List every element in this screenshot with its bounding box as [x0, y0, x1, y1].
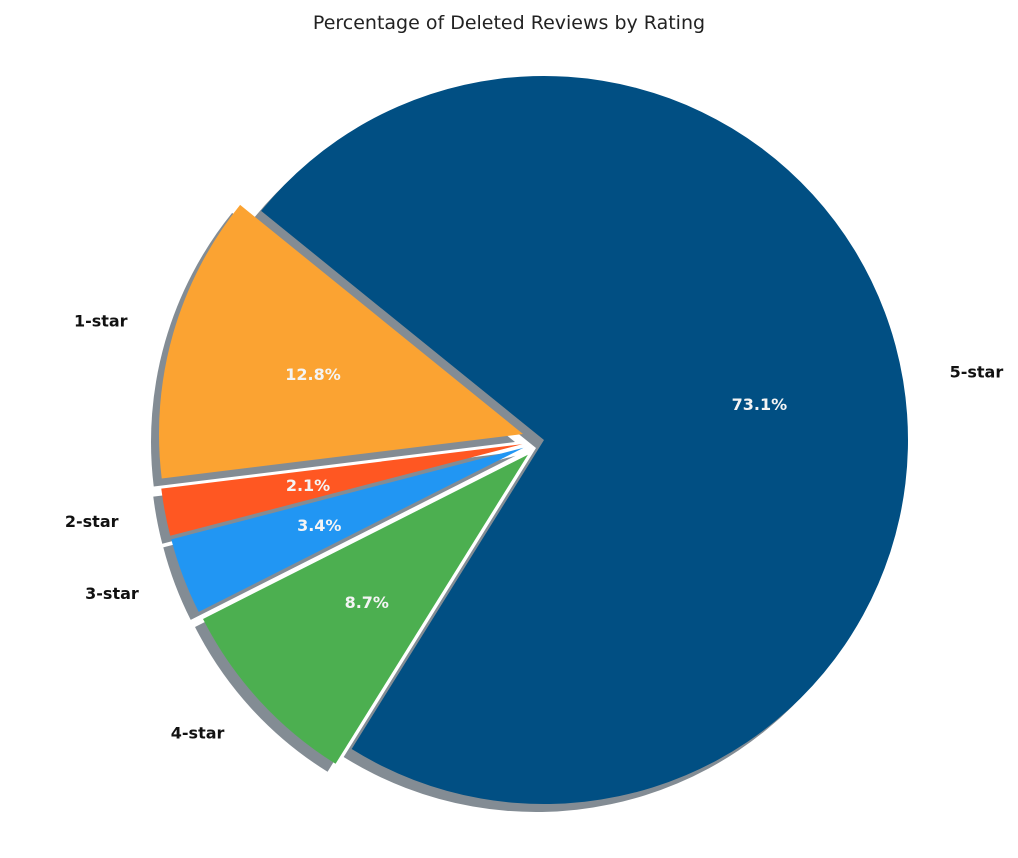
slice-1-star — [159, 204, 524, 479]
category-label-2-star: 2-star — [65, 512, 119, 531]
pie-slices — [159, 75, 908, 804]
slice-labels: 1-star 12.8% 2-star 2.1% 3-star 3.4% 4-star 8.7… — [65, 312, 1003, 743]
percent-label-5-star: 73.1% — [732, 395, 788, 414]
percent-label-3-star: 3.4% — [297, 516, 341, 535]
category-label-5-star: 5-star — [950, 363, 1004, 382]
slice-3-star — [171, 447, 524, 612]
percent-label-1-star: 12.8% — [285, 365, 341, 384]
slice-5-star — [261, 75, 908, 804]
percent-label-2-star: 2.1% — [286, 476, 330, 495]
category-label-3-star: 3-star — [85, 584, 139, 603]
chart-title: Percentage of Deleted Reviews by Rating — [313, 12, 705, 34]
category-label-4-star: 4-star — [171, 723, 225, 742]
slice-4-star — [203, 454, 528, 764]
percent-label-4-star: 8.7% — [345, 593, 389, 612]
category-label-1-star: 1-star — [74, 312, 128, 331]
slice-2-star — [161, 444, 523, 536]
